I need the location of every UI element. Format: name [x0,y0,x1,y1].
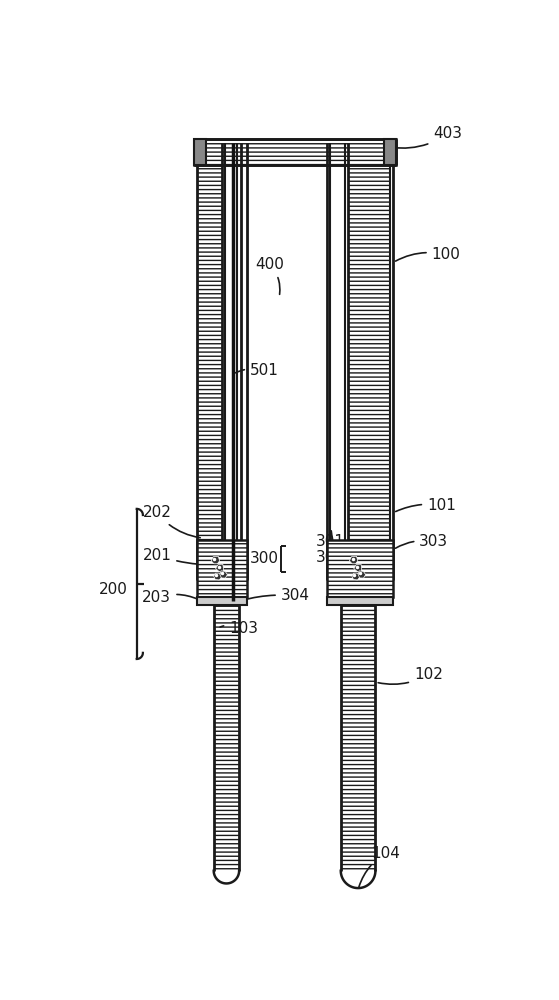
Text: 102: 102 [378,667,443,684]
Polygon shape [354,564,362,573]
Text: 400: 400 [255,257,285,294]
Text: 101: 101 [396,497,456,512]
Text: 100: 100 [396,247,461,262]
Text: 304: 304 [242,588,310,603]
Bar [194,139,396,165]
Polygon shape [214,573,222,580]
Bar [348,143,390,580]
Polygon shape [358,571,366,578]
Text: 103: 103 [220,621,258,636]
Polygon shape [216,564,224,573]
Text: 303: 303 [396,534,448,549]
Bar [384,139,396,165]
Bar [341,605,376,871]
Bar [197,540,247,597]
Polygon shape [349,556,358,564]
Polygon shape [352,573,361,580]
Bar [194,139,206,165]
Bar [225,143,237,580]
Text: 104: 104 [359,846,400,887]
Text: 300: 300 [250,551,279,566]
Text: 302: 302 [316,531,345,565]
Bar [197,597,247,605]
Text: 201: 201 [143,548,219,565]
Bar [327,597,393,605]
Text: 202: 202 [143,505,200,538]
Bar [197,143,222,580]
Text: 403: 403 [391,126,462,148]
Text: 501: 501 [235,363,279,378]
Bar [327,540,393,597]
Bar [214,605,239,871]
Text: 203: 203 [143,590,198,605]
Polygon shape [211,556,220,564]
Text: 301: 301 [316,534,345,549]
Polygon shape [220,571,228,578]
Text: 200: 200 [99,582,128,597]
Bar [330,143,344,580]
